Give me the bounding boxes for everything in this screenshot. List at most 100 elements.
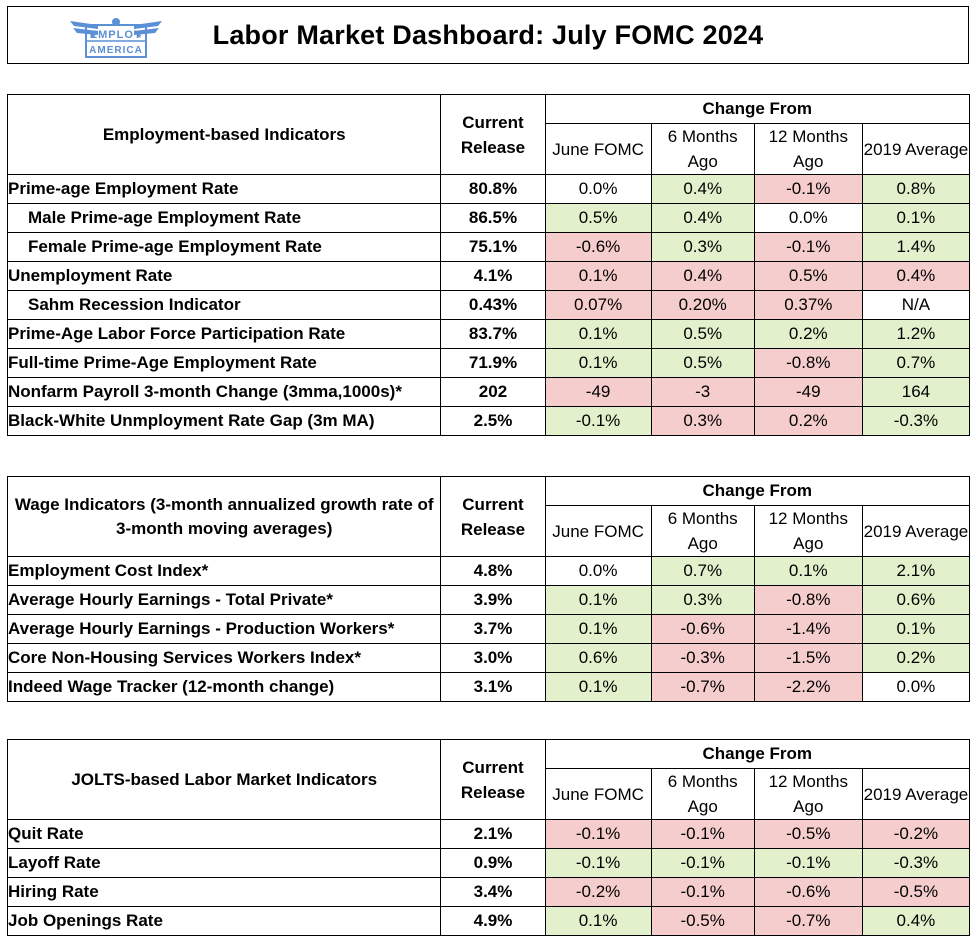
change-value: -0.8% [753,585,863,615]
change-value: 0.5% [650,319,755,349]
current-value: 86.5% [440,203,546,233]
table-header-row: Employment-based Indicators Current Relea… [6,94,971,175]
change-value: -2.2% [753,672,863,702]
change-value: 0.0% [861,672,971,702]
table-row: Quit Rate 2.1% -0.1% -0.1% -0.5% -0.2% [6,819,971,849]
change-value: 0.8% [861,174,971,204]
table-row: Indeed Wage Tracker (12-month change) 3.1… [6,672,971,702]
change-value: -0.6% [753,877,863,907]
avg-2019-header: 2019 Average [861,505,971,557]
change-value: 0.2% [753,319,863,349]
indicator-table: Employment-based Indicators Current Relea… [6,94,971,436]
change-value: 1.2% [861,319,971,349]
change-value: 0.0% [544,556,652,586]
change-value: 0.1% [544,348,652,378]
current-value: 3.4% [440,877,546,907]
indicator-label: Average Hourly Earnings - Production Wor… [6,614,442,644]
change-value: 0.1% [544,261,652,291]
change-value: -0.7% [753,906,863,936]
current-value: 2.5% [440,406,546,436]
star-icon: ★ [90,32,96,40]
avg-2019-header: 2019 Average [861,123,971,175]
change-value: -0.1% [544,406,652,436]
indicator-label: Average Hourly Earnings - Total Private* [6,585,442,615]
six-months-header: 6 Months Ago [650,123,755,175]
current-value: 3.0% [440,643,546,673]
indicator-label: Nonfarm Payroll 3-month Change (3mma,100… [6,377,442,407]
indicator-label: Black-White Unmployment Rate Gap (3m MA) [6,406,442,436]
table-row: Average Hourly Earnings - Production Wor… [6,614,971,644]
june-fomc-header: June FOMC [544,768,652,820]
change-value: 0.3% [650,585,755,615]
change-value: -1.5% [753,643,863,673]
change-value: -0.1% [650,819,755,849]
change-value: 0.4% [650,203,755,233]
change-value: N/A [861,290,971,320]
table-row: Nonfarm Payroll 3-month Change (3mma,100… [6,377,971,407]
table-subheader-row: June FOMC 6 Months Ago 12 Months Ago 2019 A… [8,768,971,820]
june-fomc-header: June FOMC [544,123,652,175]
change-value: -0.6% [544,232,652,262]
change-value: 0.5% [650,348,755,378]
change-value: 0.4% [861,906,971,936]
table-row: Core Non-Housing Services Workers Index*… [6,643,971,673]
page-title: Labor Market Dashboard: July FOMC 2024 [212,20,764,50]
change-value: 0.6% [544,643,652,673]
indicator-label: Quit Rate [6,819,442,849]
change-from-header: Change From [544,94,971,124]
current-value: 80.8% [440,174,546,204]
indicator-label: Prime-Age Labor Force Participation Rate [6,319,442,349]
indicator-label: Indeed Wage Tracker (12-month change) [6,672,442,702]
change-value: 0.1% [861,203,971,233]
current-release-header: Current Release [440,94,546,175]
change-value: -0.1% [753,232,863,262]
table-row: Sahm Recession Indicator 0.43% 0.07% 0.20% 0… [6,290,971,320]
six-months-header: 6 Months Ago [650,768,755,820]
indicator-label: Male Prime-age Employment Rate [6,203,442,233]
indicator-label: Employment Cost Index* [6,556,442,586]
change-value: 0.0% [544,174,652,204]
current-value: 83.7% [440,319,546,349]
indicator-table: Wage Indicators (3-month annualized grow… [6,476,971,702]
change-value: -0.1% [650,877,755,907]
change-value: 164 [861,377,971,407]
change-value: -0.6% [650,614,755,644]
change-value: -0.5% [753,819,863,849]
change-value: -0.2% [544,877,652,907]
indicator-label: Unemployment Rate [6,261,442,291]
indicator-label: Layoff Rate [6,848,442,878]
change-value: 0.1% [544,906,652,936]
table-row: Hiring Rate 3.4% -0.2% -0.1% -0.6% -0.5% [6,877,971,907]
title-banner: EMPLOY AMERICA ★ ★ Labor Market Dashboar… [7,6,969,64]
change-value: -0.1% [544,819,652,849]
indicator-label: Female Prime-age Employment Rate [6,232,442,262]
change-value: 0.6% [861,585,971,615]
change-value: 0.5% [753,261,863,291]
current-value: 0.9% [440,848,546,878]
current-value: 3.7% [440,614,546,644]
twelve-months-header: 12 Months Ago [753,123,863,175]
current-value: 3.1% [440,672,546,702]
table-row: Prime-Age Labor Force Participation Rate… [6,319,971,349]
star-icon: ★ [136,32,142,40]
change-value: 1.4% [861,232,971,262]
table-row: Job Openings Rate 4.9% 0.1% -0.5% -0.7% 0.4% [6,906,971,936]
change-value: 0.20% [650,290,755,320]
indicator-table: JOLTS-based Labor Market Indicators Curre… [6,739,971,936]
table-subheader-row: June FOMC 6 Months Ago 12 Months Ago 2019 A… [8,123,971,175]
current-value: 3.9% [440,585,546,615]
indicator-label: Job Openings Rate [6,906,442,936]
table-row: Layoff Rate 0.9% -0.1% -0.1% -0.1% -0.3% [6,848,971,878]
change-value: 0.1% [861,614,971,644]
avg-2019-header: 2019 Average [861,768,971,820]
change-value: -3 [650,377,755,407]
indicator-label: Full-time Prime-Age Employment Rate [6,348,442,378]
current-value: 2.1% [440,819,546,849]
change-value: 0.1% [753,556,863,586]
indicator-label: Core Non-Housing Services Workers Index* [6,643,442,673]
change-value: -0.5% [650,906,755,936]
change-value: 0.4% [650,261,755,291]
change-value: -0.3% [861,848,971,878]
change-value: 0.07% [544,290,652,320]
change-value: -0.3% [650,643,755,673]
